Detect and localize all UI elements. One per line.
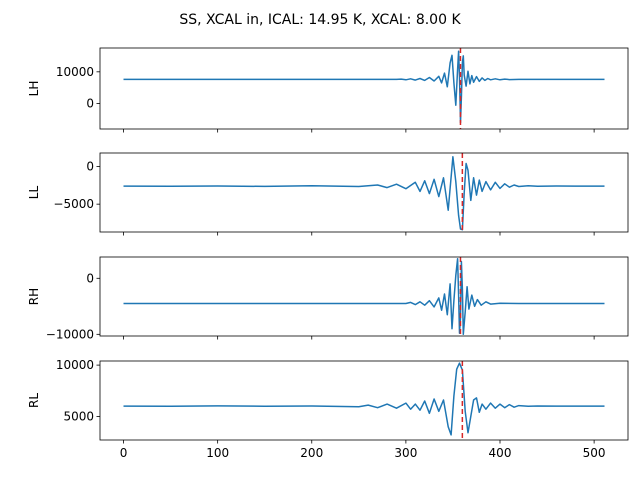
y-tick-label: −5000 <box>53 197 94 211</box>
series-line <box>123 156 605 231</box>
x-tick-label: 200 <box>300 446 323 460</box>
y-axis-label: LL <box>27 186 41 200</box>
series-line <box>123 50 605 124</box>
axes-frame <box>99 152 629 233</box>
subplot-rh: −10000 0 RH <box>27 256 629 341</box>
y-tick-label: −10000 <box>46 327 94 341</box>
y-axis-label: LH <box>27 81 41 97</box>
axes-frame <box>99 360 629 441</box>
x-tick-label: 100 <box>206 446 229 460</box>
subplots: 0 10000 LH −5000 0 LL −10000 0 RH 5000 10000 0 100 20… <box>27 47 629 460</box>
y-tick-label: 10000 <box>56 358 94 372</box>
series-line <box>123 257 605 336</box>
y-tick-label: 0 <box>86 97 94 111</box>
figure-title: SS, XCAL in, ICAL: 14.95 K, XCAL: 8.00 K <box>179 12 461 28</box>
x-tick-label: 300 <box>394 446 417 460</box>
subplot-lh: 0 10000 LH <box>27 47 629 133</box>
y-tick-label: 0 <box>86 160 94 174</box>
x-tick-label: 400 <box>489 446 512 460</box>
y-tick-label: 5000 <box>63 409 94 423</box>
subplot-rl: 5000 10000 0 100 200 300 400 500 RL <box>27 358 629 460</box>
axes-frame <box>99 47 629 130</box>
y-tick-label: 10000 <box>56 65 94 79</box>
y-axis-label: RL <box>27 393 41 408</box>
y-axis-label: RH <box>27 288 41 305</box>
y-tick-label: 0 <box>86 271 94 285</box>
subplot-ll: −5000 0 LL <box>27 152 629 236</box>
axes-frame <box>99 256 629 337</box>
series-line <box>123 362 605 436</box>
x-tick-label: 0 <box>120 446 128 460</box>
x-tick-label: 500 <box>583 446 606 460</box>
